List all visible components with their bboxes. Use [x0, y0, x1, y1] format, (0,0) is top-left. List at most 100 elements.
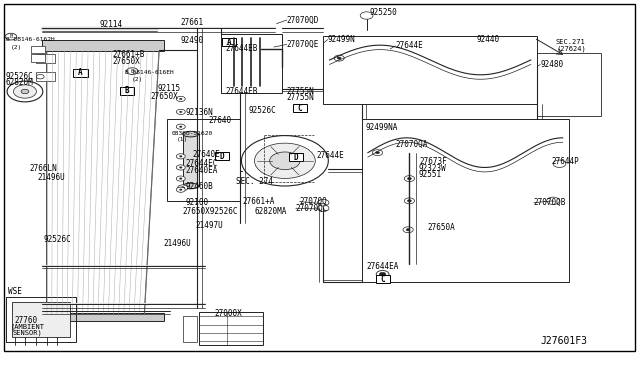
- Text: 27650A: 27650A: [428, 223, 455, 232]
- Circle shape: [317, 199, 329, 206]
- Circle shape: [547, 197, 559, 205]
- Text: 27070QD: 27070QD: [287, 16, 319, 25]
- Text: 27650X92526C: 27650X92526C: [182, 207, 238, 216]
- Circle shape: [408, 177, 412, 180]
- Circle shape: [408, 200, 412, 202]
- Text: 92323W: 92323W: [419, 164, 447, 173]
- Bar: [214, 152, 228, 160]
- Circle shape: [176, 165, 185, 170]
- Circle shape: [180, 187, 184, 189]
- Circle shape: [380, 272, 386, 276]
- Text: 62820M: 62820M: [6, 78, 33, 87]
- Text: 27755N: 27755N: [287, 87, 314, 96]
- Text: 27070Q: 27070Q: [300, 197, 327, 206]
- Text: 92499N: 92499N: [328, 35, 355, 44]
- Bar: [289, 153, 303, 161]
- Bar: [198, 312, 262, 345]
- Text: 92526C: 92526C: [248, 106, 276, 115]
- Text: 925250: 925250: [370, 8, 397, 17]
- Bar: [537, 52, 601, 116]
- Text: 92115: 92115: [157, 84, 180, 93]
- Text: 27755N: 27755N: [287, 93, 314, 102]
- Bar: [31, 46, 45, 53]
- Text: 92460B: 92460B: [186, 182, 214, 191]
- Text: 92490: 92490: [180, 36, 204, 45]
- Circle shape: [36, 56, 44, 60]
- Circle shape: [255, 143, 316, 179]
- Text: WSE: WSE: [8, 287, 22, 296]
- Circle shape: [7, 81, 43, 102]
- Bar: [120, 87, 134, 95]
- Circle shape: [404, 176, 415, 182]
- Circle shape: [176, 124, 185, 129]
- Bar: [167, 119, 240, 201]
- Text: A: A: [78, 68, 83, 77]
- Text: SEC.271: SEC.271: [555, 39, 585, 45]
- Circle shape: [334, 55, 344, 61]
- Text: B DB146-6162H: B DB146-6162H: [6, 37, 54, 42]
- Text: D: D: [220, 152, 224, 161]
- Text: B 08146-616EH: B 08146-616EH: [125, 70, 174, 76]
- Circle shape: [179, 111, 182, 113]
- Text: (27624): (27624): [556, 46, 586, 52]
- Text: 27760: 27760: [15, 316, 38, 325]
- Circle shape: [241, 136, 328, 186]
- Text: (AMBIENT: (AMBIENT: [10, 324, 44, 330]
- Circle shape: [176, 109, 185, 115]
- Text: 27644EA: 27644EA: [366, 262, 398, 271]
- Text: 21497U: 21497U: [195, 221, 223, 230]
- Text: (2): (2): [132, 77, 143, 82]
- Text: 27661+B: 27661+B: [113, 50, 145, 59]
- Bar: [6, 297, 76, 341]
- Text: 27070QC: 27070QC: [296, 204, 328, 213]
- Circle shape: [337, 57, 341, 59]
- Text: 92136N: 92136N: [186, 109, 214, 118]
- Text: B: B: [125, 86, 129, 95]
- Circle shape: [269, 152, 300, 170]
- Bar: [31, 54, 45, 62]
- Bar: [12, 302, 70, 337]
- Text: (1): (1): [176, 137, 188, 142]
- Circle shape: [36, 74, 44, 79]
- Text: 27640: 27640: [208, 116, 232, 125]
- Bar: [292, 104, 307, 112]
- Text: 27070QA: 27070QA: [396, 140, 428, 149]
- Circle shape: [127, 68, 138, 74]
- Circle shape: [21, 89, 29, 94]
- Circle shape: [176, 154, 185, 159]
- Text: SENSOR): SENSOR): [12, 330, 42, 336]
- Circle shape: [406, 229, 410, 231]
- Circle shape: [372, 150, 383, 155]
- Text: 27661+A: 27661+A: [242, 197, 275, 206]
- Text: B: B: [131, 68, 134, 74]
- Circle shape: [177, 185, 188, 191]
- Text: (2): (2): [10, 45, 22, 49]
- Text: 92114: 92114: [100, 20, 123, 29]
- Text: 27650X: 27650X: [113, 57, 140, 66]
- Bar: [323, 36, 537, 105]
- Circle shape: [404, 198, 415, 204]
- Text: 27000X: 27000X: [214, 310, 243, 318]
- Bar: [376, 275, 390, 283]
- Text: D: D: [293, 153, 298, 161]
- Text: 27640EA: 27640EA: [186, 166, 218, 175]
- Text: 92440: 92440: [476, 35, 500, 44]
- Circle shape: [13, 85, 36, 98]
- Text: 27070QB: 27070QB: [534, 198, 566, 207]
- Bar: [222, 38, 236, 46]
- Circle shape: [376, 270, 389, 278]
- Text: 62820MA: 62820MA: [255, 207, 287, 216]
- Bar: [74, 69, 88, 77]
- Circle shape: [179, 189, 182, 190]
- Text: 27644E: 27644E: [317, 151, 344, 160]
- Text: 27644E: 27644E: [396, 41, 423, 51]
- Circle shape: [553, 160, 566, 167]
- Circle shape: [403, 227, 413, 233]
- Bar: [221, 34, 282, 93]
- Circle shape: [179, 126, 182, 128]
- Circle shape: [360, 12, 373, 19]
- Text: C: C: [380, 275, 385, 284]
- Bar: [42, 313, 164, 321]
- Circle shape: [179, 167, 182, 168]
- Text: 27661: 27661: [180, 18, 204, 27]
